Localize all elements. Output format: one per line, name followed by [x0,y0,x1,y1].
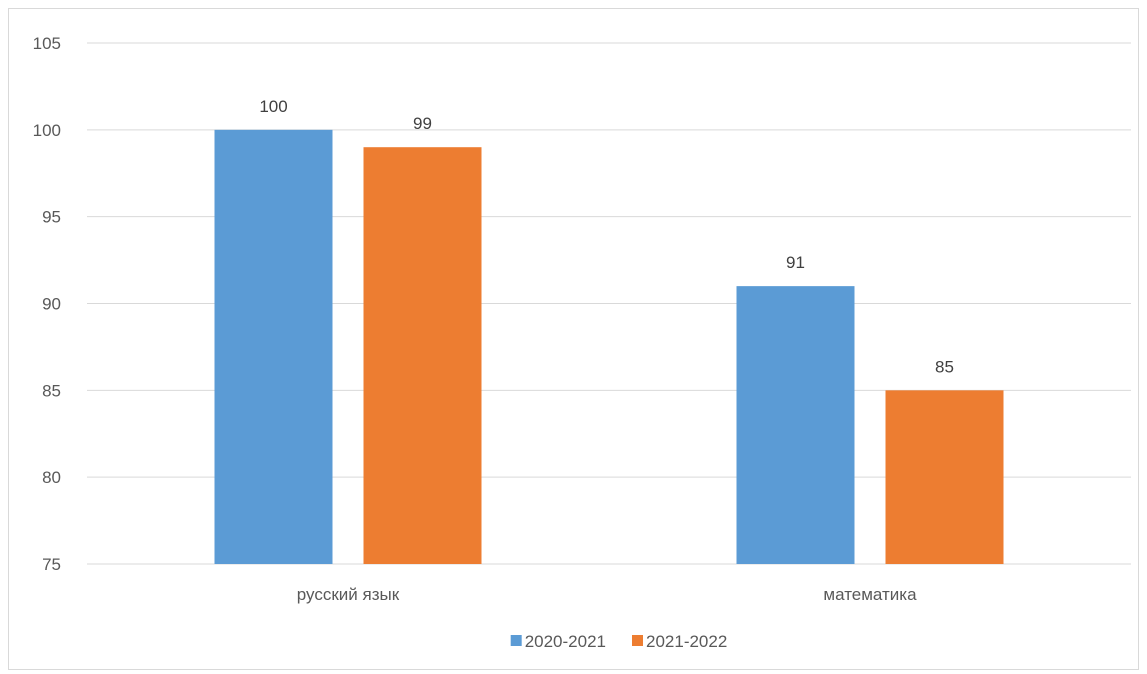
y-tick-label: 75 [42,555,61,574]
legend-item: 2020-2021 [510,632,606,651]
bar [363,147,482,564]
y-tick-label: 95 [42,208,61,227]
bar [214,129,333,564]
y-tick-label: 90 [42,295,61,314]
data-label: 100 [259,97,287,116]
legend-item: 2021-2022 [632,632,727,651]
legend-swatch [510,635,522,646]
bar [736,286,855,564]
bars [214,129,1004,564]
legend-label: 2021-2022 [646,632,727,651]
data-labels: 100 99 91 85 [259,97,954,377]
y-tick-label: 85 [42,381,61,400]
y-tick-label: 100 [33,121,61,140]
data-label: 85 [935,357,954,376]
x-tick-label: русский язык [297,585,400,604]
chart-frame: 75 80 85 90 95 100 105 100 99 91 85 русский язык м… [8,8,1139,670]
legend-swatch [632,635,643,646]
legend: 2020-2021 2021-2022 [510,632,727,651]
chart: 75 80 85 90 95 100 105 100 99 91 85 русский язык м… [33,34,1131,651]
bar [885,390,1004,564]
x-axis-ticks: русский язык математика [297,585,917,604]
y-axis-ticks: 75 80 85 90 95 100 105 [33,34,61,574]
y-tick-label: 105 [33,34,61,53]
data-label: 99 [413,114,432,133]
x-tick-label: математика [823,585,917,604]
y-tick-label: 80 [42,468,61,487]
data-label: 91 [786,253,805,272]
legend-label: 2020-2021 [525,632,606,651]
